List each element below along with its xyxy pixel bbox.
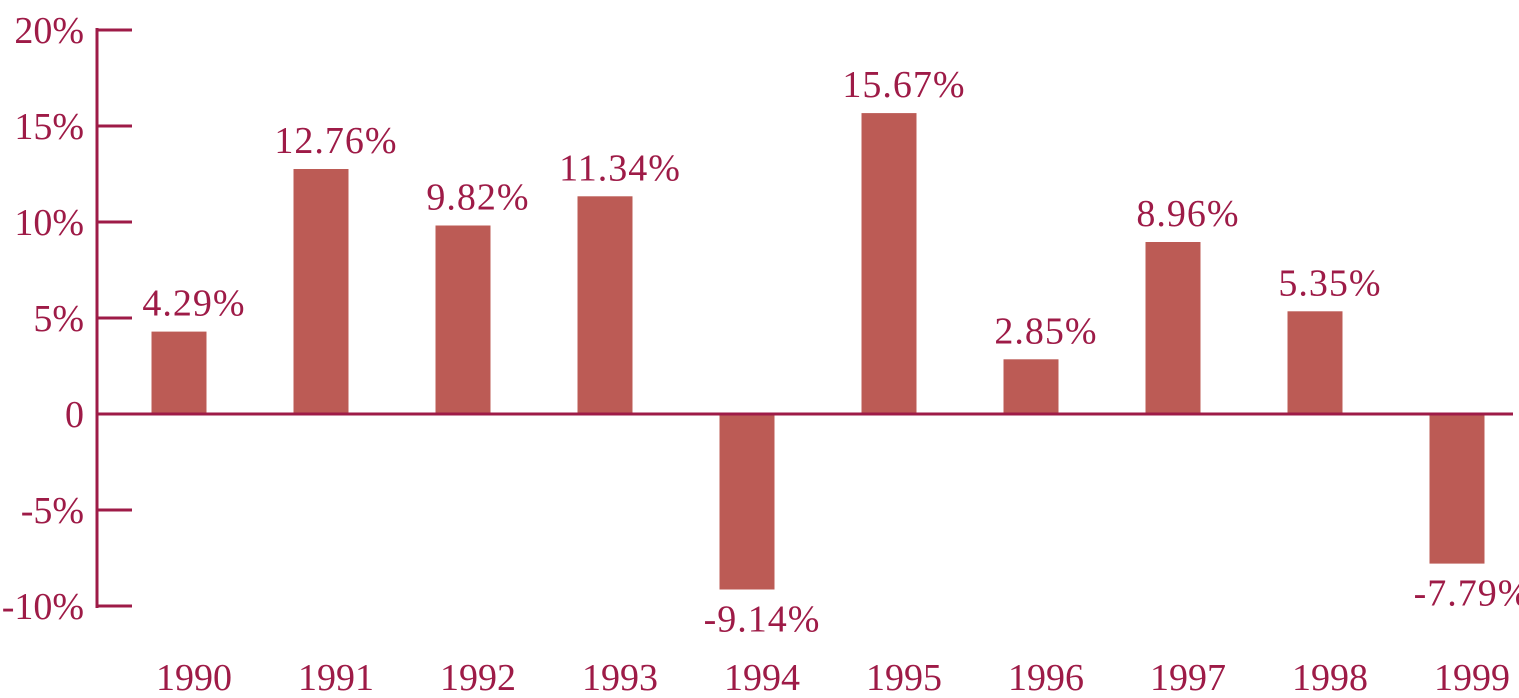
data-label-1997: 8.96% (1136, 193, 1239, 235)
y-tick-label: 0 (65, 394, 84, 436)
x-category-label: 1992 (440, 657, 516, 698)
data-label-1991: 12.76% (274, 120, 397, 162)
bar-1990 (151, 331, 207, 414)
bar-1993 (577, 196, 633, 414)
data-label-1995: 15.67% (842, 64, 965, 106)
y-tick-label: -10% (2, 586, 84, 628)
x-category-label: 1995 (866, 657, 942, 698)
y-tick-label: -5% (21, 490, 84, 532)
bar-1999 (1429, 414, 1485, 564)
data-label-1999: -7.79% (1414, 573, 1519, 615)
data-label-1996: 2.85% (994, 310, 1097, 352)
y-tick-label: 15% (14, 106, 84, 148)
axes-group (95, 28, 1513, 608)
data-label-1998: 5.35% (1278, 262, 1381, 304)
bars-group (151, 113, 1485, 590)
bar-1992 (435, 225, 491, 414)
bar-1991 (293, 169, 349, 414)
x-category-label: 1993 (582, 657, 658, 698)
y-tick-label: 5% (33, 298, 84, 340)
y-tick-label: 10% (14, 202, 84, 244)
x-category-label: 1996 (1008, 657, 1084, 698)
data-label-1993: 11.34% (559, 147, 681, 189)
bar-1994 (719, 414, 775, 590)
data-label-1992: 9.82% (426, 176, 529, 218)
x-category-label: 1991 (298, 657, 374, 698)
x-category-label: 1990 (156, 657, 232, 698)
labels-group: 20% 15% 10% 5% 0 -5% -10% 1990 1991 1992 1993 1994 1… (2, 10, 1519, 698)
bar-1996 (1003, 359, 1059, 414)
data-label-1994: -9.14% (704, 598, 821, 640)
bar-1997 (1145, 242, 1201, 414)
bar-1995 (861, 113, 917, 414)
x-category-label: 1998 (1292, 657, 1368, 698)
x-category-label: 1997 (1150, 657, 1226, 698)
y-tick-label: 20% (14, 10, 84, 52)
bar-1998 (1287, 311, 1343, 414)
data-label-1990: 4.29% (142, 283, 245, 325)
x-category-label: 1999 (1434, 657, 1510, 698)
x-category-label: 1994 (724, 657, 800, 698)
